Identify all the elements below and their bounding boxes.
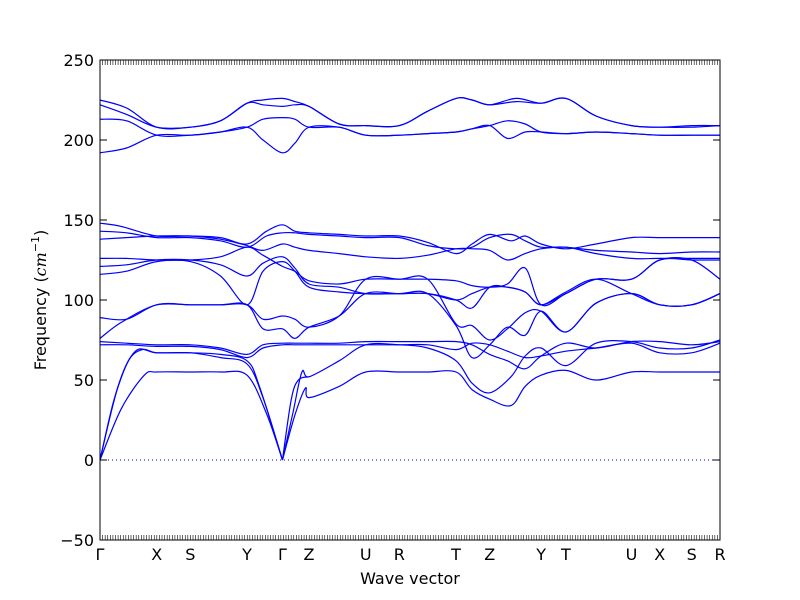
- plot-area: [99, 97, 721, 461]
- x-tick-label: X: [151, 545, 162, 564]
- x-tick-label: U: [360, 545, 372, 564]
- phonon-branch-18: [281, 339, 721, 461]
- phonon-branch-16: [99, 348, 284, 461]
- x-tick-label: Z: [304, 545, 315, 564]
- phonon-branch-15: [99, 348, 284, 461]
- phonon-branch-7: [99, 235, 720, 261]
- x-tick-label: S: [185, 545, 195, 564]
- x-tick-label: Γ: [96, 545, 105, 564]
- x-tick-label: R: [714, 545, 725, 564]
- phonon-branch-20: [281, 376, 310, 461]
- x-tick-label: T: [450, 545, 461, 564]
- y-axis-label-main: Frequency (: [31, 276, 50, 370]
- x-tick-label: T: [560, 545, 571, 564]
- x-tick-label: U: [626, 545, 638, 564]
- x-tick-label: Y: [241, 545, 252, 564]
- x-tick-label: S: [687, 545, 697, 564]
- x-tick-label: Y: [535, 545, 546, 564]
- y-axis-label-exp: −1: [29, 236, 42, 252]
- x-tick-label: Γ: [278, 545, 287, 564]
- phonon-branch-8: [99, 246, 720, 307]
- phonon-branch-2: [99, 97, 721, 130]
- phonon-branch-11: [99, 275, 721, 341]
- y-tick-label: 150: [63, 211, 94, 230]
- y-axis-ticks: −50 0 50 100 150 200 250: [60, 51, 720, 550]
- y-tick-label: 250: [63, 51, 94, 70]
- y-tick-label: 50: [74, 371, 94, 390]
- x-tick-label: R: [394, 545, 405, 564]
- phonon-branch-17: [99, 370, 284, 461]
- phonon-branch-10: [99, 259, 721, 309]
- y-tick-label: −50: [60, 531, 94, 550]
- phonon-branch-19: [281, 369, 720, 461]
- phonon-branch-6: [99, 230, 721, 255]
- y-tick-label: 100: [63, 291, 94, 310]
- phonon-branch-4: [99, 124, 720, 154]
- x-tick-label: X: [654, 545, 665, 564]
- phonon-branch-9: [99, 256, 721, 306]
- phonon-branch-5: [99, 222, 720, 255]
- y-axis-label-close: ): [31, 230, 50, 236]
- y-tick-label: 0: [84, 451, 94, 470]
- x-axis-label: Wave vector: [360, 569, 460, 588]
- y-axis-label: Frequency (cm−1): [29, 230, 50, 371]
- y-axis-label-unit: cm: [31, 252, 50, 276]
- phonon-branch-12: [99, 290, 721, 359]
- phonon-branch-14: [99, 342, 721, 359]
- x-tick-label: Z: [484, 545, 495, 564]
- plot-frame: [99, 59, 721, 541]
- y-tick-label: 200: [63, 131, 94, 150]
